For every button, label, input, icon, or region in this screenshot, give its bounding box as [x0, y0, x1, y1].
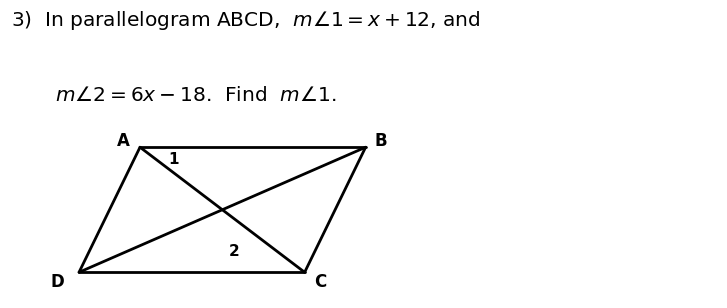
- Text: A: A: [116, 132, 129, 150]
- Text: B: B: [374, 132, 387, 150]
- Text: C: C: [314, 273, 326, 291]
- Text: 3)  In parallelogram ABCD,  $m\angle1 = x + 12$, and: 3) In parallelogram ABCD, $m\angle1 = x …: [11, 9, 481, 32]
- Text: 1: 1: [168, 152, 179, 167]
- Text: D: D: [51, 273, 65, 291]
- Text: 2: 2: [229, 244, 240, 259]
- Text: $m\angle2 = 6x - 18$.  Find  $m\angle1$.: $m\angle2 = 6x - 18$. Find $m\angle1$.: [55, 86, 336, 105]
